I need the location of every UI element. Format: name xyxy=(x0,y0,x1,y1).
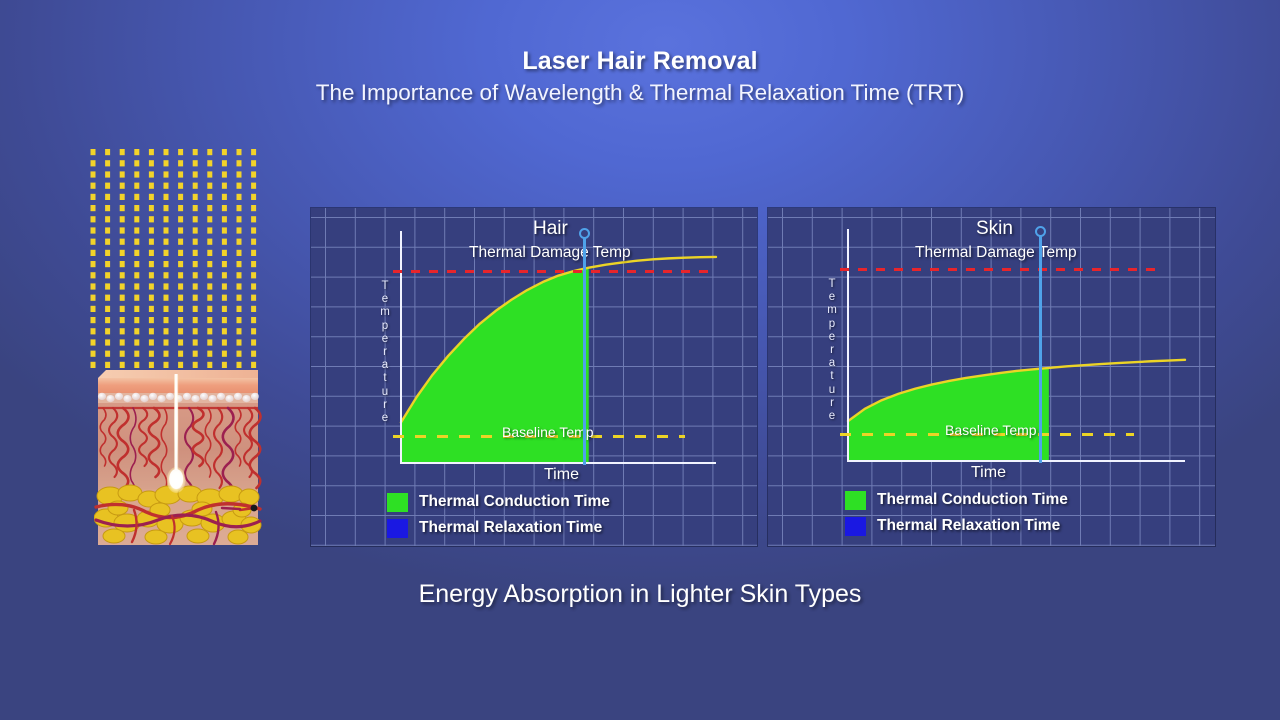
thermal-conduction-fill xyxy=(848,367,1049,461)
laser-beam-dots xyxy=(90,149,257,368)
x-axis-skin xyxy=(847,460,1185,462)
skin-cross-section xyxy=(94,370,262,546)
thermal-damage-line-skin xyxy=(840,268,1162,271)
legend-item-relaxation-skin: Thermal Relaxation Time xyxy=(845,515,1068,537)
legend-swatch-blue-icon xyxy=(387,518,408,538)
chart-plot-hair xyxy=(399,255,718,463)
trt-marker-skin xyxy=(1035,226,1046,463)
thermal-damage-line-hair xyxy=(393,270,713,273)
legend-swatch-blue-icon xyxy=(845,516,866,536)
legend-swatch-green-icon xyxy=(387,492,408,512)
chart-plot-skin xyxy=(846,358,1187,461)
skin-anatomy-illustration xyxy=(88,146,268,546)
baseline-temp-label-skin: Baseline Temp xyxy=(945,422,1037,438)
baseline-temp-label-hair: Baseline Temp xyxy=(502,424,594,440)
x-axis-label-hair: Time xyxy=(544,466,579,483)
legend-item-conduction-hair: Thermal Conduction Time xyxy=(387,491,610,513)
chart-title-skin: Skin xyxy=(976,218,1013,239)
page-title: Laser Hair Removal xyxy=(522,47,758,75)
thermal-damage-temp-label-skin: Thermal Damage Temp xyxy=(915,244,1077,261)
temperature-curve xyxy=(846,358,1187,423)
hair-follicle xyxy=(166,374,186,493)
x-axis-hair xyxy=(400,462,716,464)
chart-title-hair: Hair xyxy=(533,218,568,239)
baseline-temp-line-skin xyxy=(840,433,1134,436)
thermal-damage-temp-label-hair: Thermal Damage Temp xyxy=(469,244,631,261)
trt-marker-hair xyxy=(579,228,590,465)
x-axis-label-skin: Time xyxy=(971,464,1006,481)
temperature-curve xyxy=(399,255,718,424)
y-axis-hair xyxy=(400,231,402,463)
y-axis-skin xyxy=(847,229,849,461)
legend-item-relaxation-hair: Thermal Relaxation Time xyxy=(387,517,610,539)
legend-item-conduction-skin: Thermal Conduction Time xyxy=(845,489,1068,511)
legend-swatch-green-icon xyxy=(845,490,866,510)
page-subtitle: The Importance of Wavelength & Thermal R… xyxy=(315,80,965,105)
header: Laser Hair Removal The Importance of Wav… xyxy=(0,48,1280,106)
footer-caption: Energy Absorption in Lighter Skin Types xyxy=(418,580,862,608)
legend-label-relaxation: Thermal Relaxation Time xyxy=(877,517,1061,534)
legend-hair: Thermal Conduction Time Thermal Relaxati… xyxy=(387,491,610,543)
thermal-conduction-fill xyxy=(401,267,589,463)
legend-label-relaxation: Thermal Relaxation Time xyxy=(419,519,603,536)
baseline-temp-line-hair xyxy=(393,435,685,438)
legend-skin: Thermal Conduction Time Thermal Relaxati… xyxy=(845,489,1068,541)
legend-label-conduction: Thermal Conduction Time xyxy=(877,491,1068,508)
legend-label-conduction: Thermal Conduction Time xyxy=(419,493,610,510)
